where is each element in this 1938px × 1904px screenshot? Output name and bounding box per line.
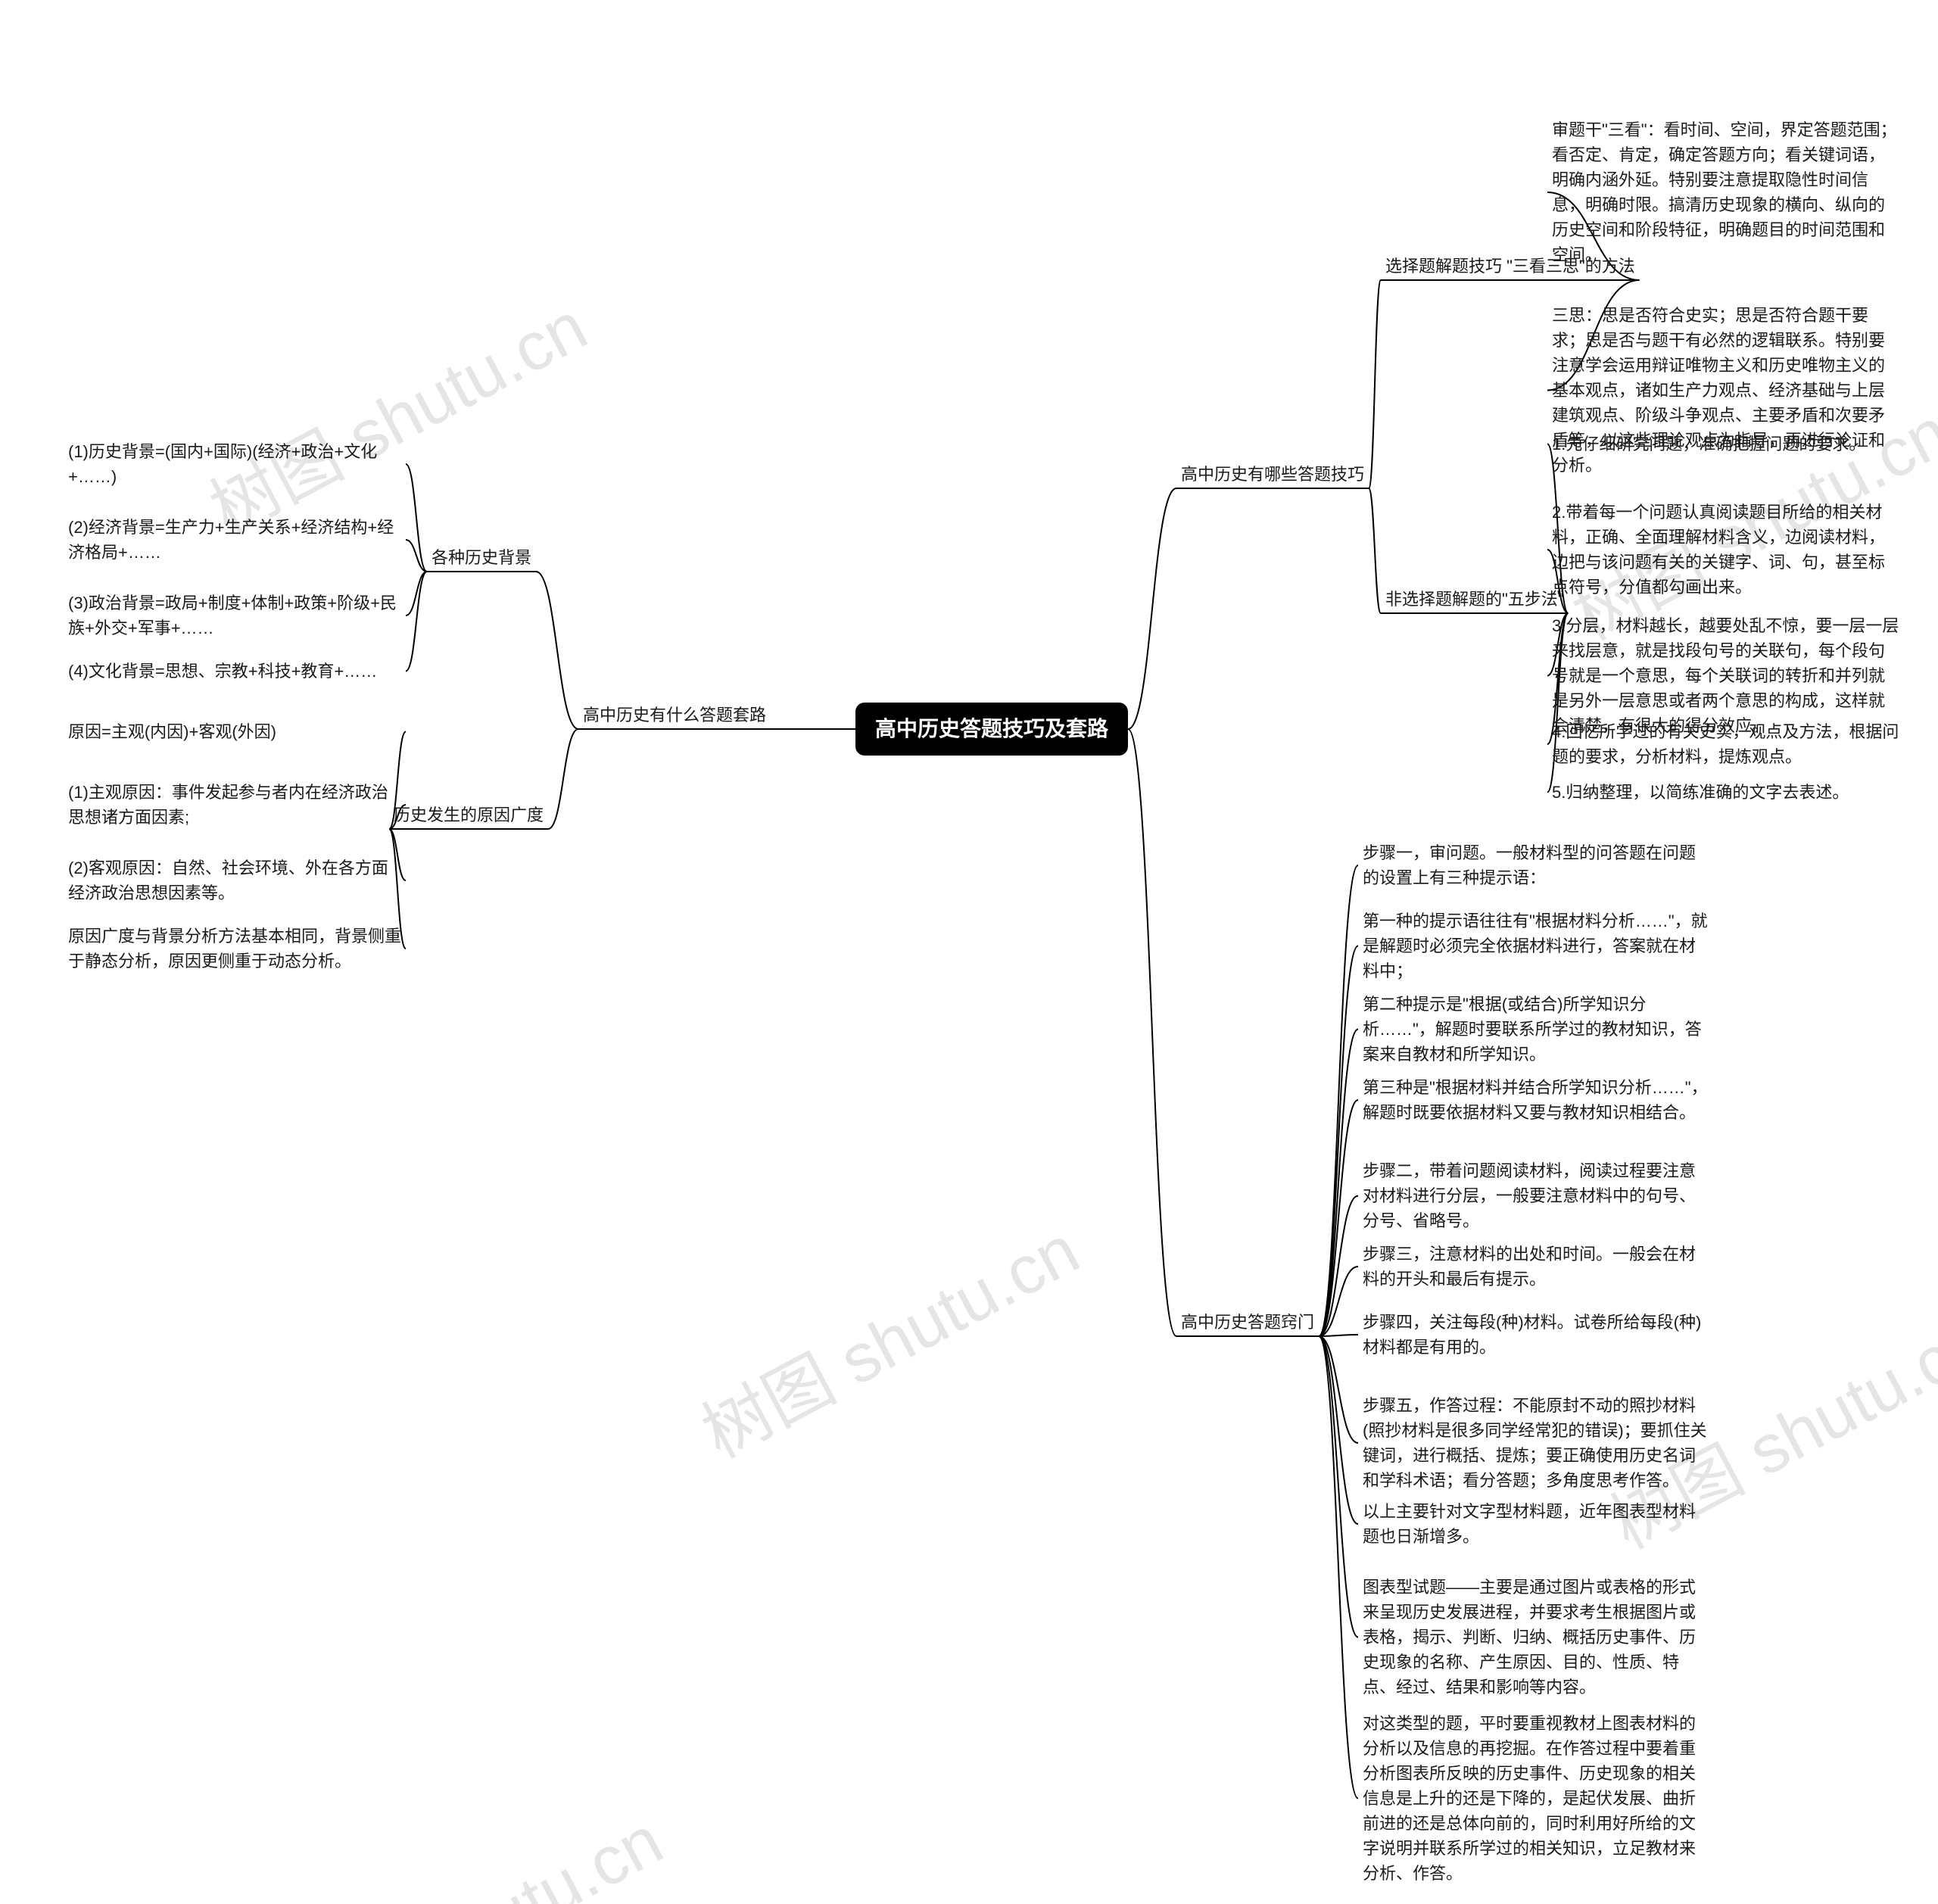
leaf-trick4: 第三种是"根据材料并结合所学知识分析……"，解题时既要依据材料又要与教材知识相结… [1363, 1075, 1711, 1125]
leaf-cause2: (1)主观原因：事件发起参与者内在经济政治思想诸方面因素; [68, 780, 401, 830]
root-node: 高中历史答题技巧及套路 [855, 703, 1128, 756]
leaf-cause1: 原因=主观(内因)+客观(外因) [68, 719, 401, 744]
leaf-trick2: 第一种的提示语往往有"根据材料分析……"，就是解题时必须完全依据材料进行，答案就… [1363, 908, 1711, 983]
branch-tricks: 高中历史答题窍门 [1181, 1310, 1314, 1335]
watermark: 树图 shutu.cn [682, 1196, 1092, 1477]
leaf-cause4: 原因广度与背景分析方法基本相同，背景侧重于静态分析，原因更侧重于动态分析。 [68, 924, 401, 974]
leaf-trick3: 第二种提示是"根据(或结合)所学知识分析……"，解题时要联系所学过的教材知识，答… [1363, 992, 1711, 1067]
leaf-bg4: (4)文化背景=思想、宗教+科技+教育+…… [68, 659, 401, 684]
leaf-step5: 5.归纳整理，以简练准确的文字去表述。 [1552, 780, 1900, 805]
leaf-bg2: (2)经济背景=生产力+生产关系+经济结构+经济格局+…… [68, 515, 401, 565]
leaf-step4: 4.回忆所学过的有关史实，观点及方法，根据问题的要求，分析材料，提炼观点。 [1552, 719, 1900, 769]
leaf-trick10: 图表型试题——主要是通过图片或表格的形式来呈现历史发展进程，并要求考生根据图片或… [1363, 1575, 1711, 1700]
leaf-cause3: (2)客观原因：自然、社会环境、外在各方面经济政治思想因素等。 [68, 855, 401, 905]
watermark: 树图 shutu.cn [266, 1787, 676, 1904]
sub-backgrounds: 各种历史背景 [432, 545, 531, 570]
leaf-bg1: (1)历史背景=(国内+国际)(经济+政治+文化+……) [68, 439, 401, 489]
branch-techniques: 高中历史有哪些答题技巧 [1181, 462, 1364, 487]
sub-five-steps: 非选择题解题的"五步法" [1385, 587, 1564, 612]
leaf-trick1: 步骤一，审问题。一般材料型的问答题在问题的设置上有三种提示语： [1363, 840, 1711, 890]
leaf-trick5: 步骤二，带着问题阅读材料，阅读过程要注意对材料进行分层，一般要注意材料中的句号、… [1363, 1158, 1711, 1233]
branch-routines: 高中历史有什么答题套路 [583, 703, 766, 728]
mindmap-canvas: 高中历史答题技巧及套路 高中历史有哪些答题技巧 选择题解题技巧 "三看三思"的方… [0, 0, 1938, 1904]
sub-cause-breadth: 历史发生的原因广度 [394, 802, 544, 827]
leaf-trick7: 步骤四，关注每段(种)材料。试卷所给每段(种)材料都是有用的。 [1363, 1310, 1711, 1360]
leaf-step2: 2.带着每一个问题认真阅读题目所给的相关材料，正确、全面理解材料含义，边阅读材料… [1552, 500, 1900, 600]
watermark: 树图 shutu.cn [190, 273, 600, 553]
leaf-three-look: 审题干"三看"：看时间、空间，界定答题范围；看否定、肯定，确定答题方向；看关键词… [1552, 117, 1900, 267]
leaf-trick6: 步骤三，注意材料的出处和时间。一般会在材料的开头和最后有提示。 [1363, 1242, 1711, 1292]
leaf-trick8: 步骤五，作答过程：不能原封不动的照抄材料(照抄材料是很多同学经常犯的错误)；要抓… [1363, 1393, 1711, 1493]
leaf-bg3: (3)政治背景=政局+制度+体制+政策+阶级+民族+外交+军事+…… [68, 591, 401, 640]
leaf-trick9: 以上主要针对文字型材料题，近年图表型材料题也日渐增多。 [1363, 1499, 1711, 1549]
leaf-trick11: 对这类型的题，平时要重视教材上图表材料的分析以及信息的再挖掘。在作答过程中要着重… [1363, 1711, 1711, 1886]
leaf-step1: 1.先仔细研究问题，准确把握问题的要求。 [1552, 432, 1900, 457]
